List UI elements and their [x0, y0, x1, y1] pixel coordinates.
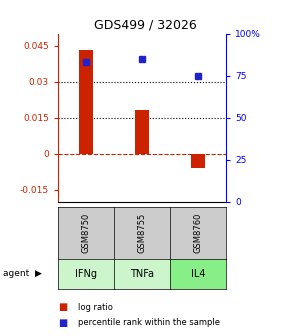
- Text: GSM8750: GSM8750: [81, 213, 90, 253]
- Text: GDS499 / 32026: GDS499 / 32026: [94, 19, 196, 32]
- Text: IL4: IL4: [191, 269, 205, 279]
- Text: ■: ■: [58, 318, 67, 328]
- Text: TNFa: TNFa: [130, 269, 154, 279]
- Text: IFNg: IFNg: [75, 269, 97, 279]
- Text: GSM8760: GSM8760: [194, 212, 203, 253]
- Bar: [79, 50, 93, 154]
- Text: agent  ▶: agent ▶: [3, 269, 42, 278]
- Text: GSM8755: GSM8755: [137, 213, 147, 253]
- Text: ■: ■: [58, 302, 67, 312]
- Bar: [191, 154, 205, 168]
- Text: percentile rank within the sample: percentile rank within the sample: [78, 318, 220, 327]
- Bar: [135, 111, 149, 154]
- Text: log ratio: log ratio: [78, 303, 113, 312]
